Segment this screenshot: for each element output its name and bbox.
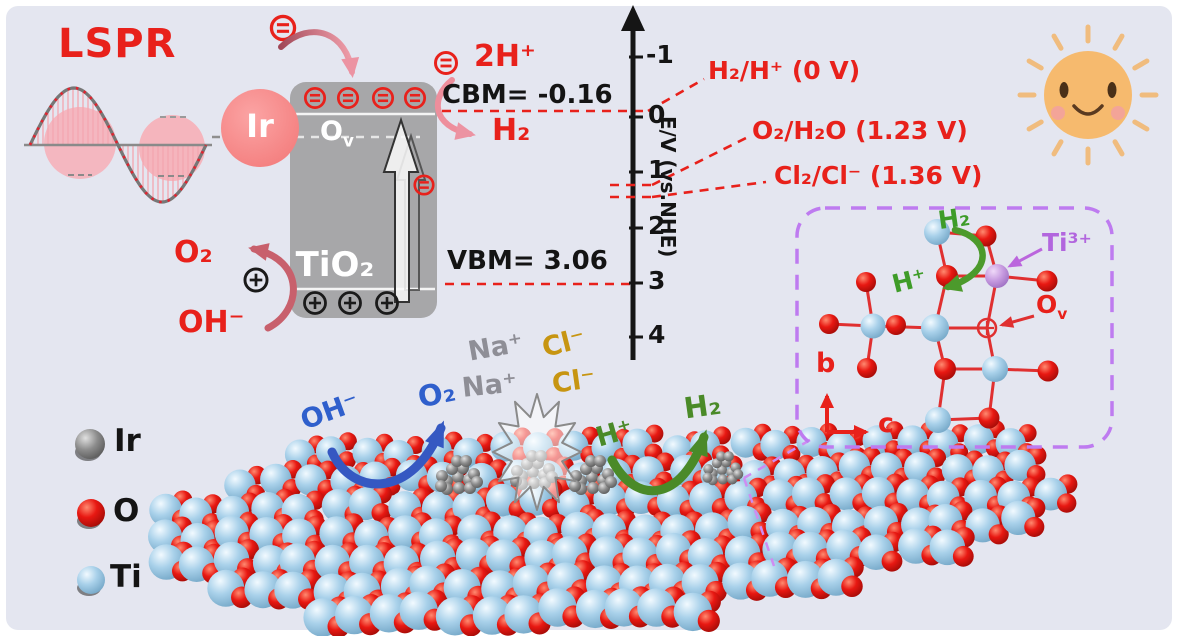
energy-axis	[610, 5, 767, 360]
redox-level-h2: H₂/H⁺ (0 V)	[708, 56, 861, 85]
o2-product-label: O₂	[174, 235, 213, 270]
redox-level-o2: O₂/H₂O (1.23 V)	[752, 116, 968, 145]
legend-ir-label: Ir	[114, 423, 141, 459]
bandgap-transition-arrow	[382, 116, 427, 303]
band-diagram	[212, 14, 648, 318]
nacl-burst-sketch	[492, 393, 582, 511]
oh-reactant-label: OH⁻	[178, 305, 245, 340]
crystal-structure	[819, 219, 1059, 433]
oxygen-vacancy-label: Ov	[320, 116, 354, 151]
legend-spheres	[75, 429, 105, 596]
cbm-value-label: CBM= -0.16	[442, 80, 613, 110]
solution-cl-label-2: Cl⁻	[550, 363, 598, 400]
tio2-label: TiO₂	[295, 245, 375, 285]
ti3-atom	[985, 264, 1009, 288]
tio2-slab-front	[148, 497, 1046, 636]
axis-c-label: c	[878, 408, 895, 439]
inset-axes	[820, 393, 869, 439]
o2-evolution-arrow	[248, 243, 297, 332]
sun-icon	[1017, 24, 1159, 166]
solution-h2-label: H₂	[681, 386, 724, 426]
inset-her-arrow	[942, 226, 986, 292]
inset-hplus-label: H⁺	[888, 262, 930, 299]
redox-level-cl2: Cl₂/Cl⁻ (1.36 V)	[774, 161, 983, 190]
ov-pointer-arrow	[999, 314, 1035, 328]
inset-ti3-label: Ti³⁺	[1042, 228, 1092, 257]
oxygen-vacancy-icon	[976, 317, 998, 339]
inset-box	[795, 206, 1114, 449]
h2-evolution-arrow	[434, 77, 476, 140]
ir-sphere-icon	[75, 429, 105, 459]
solution-na-label-2: Na⁺	[460, 367, 519, 404]
inset-ov-label: Ov	[1036, 290, 1068, 323]
axis-tick-0: 0	[648, 100, 666, 129]
axis-tick-3: 3	[648, 266, 666, 295]
plasmon-cloud-icon	[139, 115, 205, 181]
axis-arrow-icon	[621, 5, 645, 31]
axis-tick-2: 2	[648, 211, 666, 240]
redox-level-lines	[610, 77, 767, 199]
o-sphere-icon	[77, 499, 105, 527]
axis-tick--1: -1	[646, 40, 674, 69]
legend-ti-label: Ti	[110, 559, 142, 595]
inset-h2-label: H₂	[936, 201, 972, 236]
ir-particle-label: Ir	[246, 107, 274, 145]
proton-reactant-label: 2H⁺	[474, 39, 536, 74]
lspr-label: LSPR	[58, 21, 177, 67]
axis-tick-1: 1	[648, 155, 666, 184]
legend-o-label: O	[113, 493, 140, 529]
ir-nanoparticle	[221, 89, 299, 167]
hot-electron-arrow	[278, 29, 360, 78]
callout-lines	[742, 438, 811, 567]
ti3-pointer-arrow	[1007, 247, 1043, 268]
solution-o2-label: O₂	[414, 373, 459, 415]
axis-title: E/V (vs.NHE)	[656, 116, 680, 258]
lspr-wave	[24, 86, 212, 204]
ti-sphere-icon	[77, 566, 105, 594]
axis-b-label: b	[816, 348, 836, 379]
h2-product-label: H₂	[492, 113, 531, 148]
axis-tick-4: 4	[648, 320, 666, 349]
vbm-value-label: VBM= 3.06	[447, 246, 608, 276]
oer-arrow	[327, 420, 446, 489]
her-arrow	[607, 429, 709, 496]
